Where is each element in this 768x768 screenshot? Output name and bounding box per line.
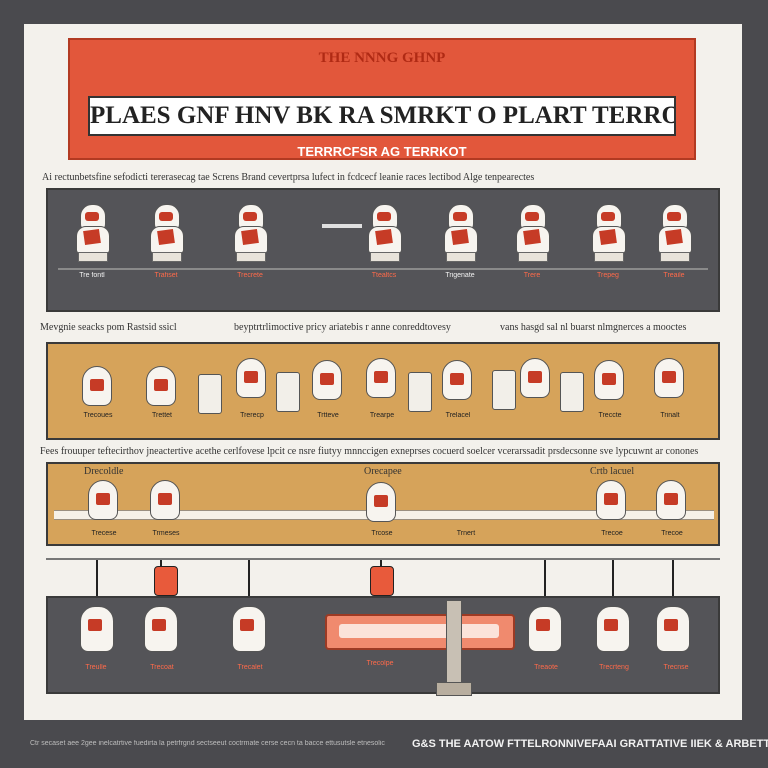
pod-4-4 (528, 606, 562, 652)
wire-6 (612, 560, 614, 602)
panel-row-1-rail (58, 268, 708, 270)
pod-2-3 (236, 358, 266, 398)
device-icon-2 (370, 566, 394, 596)
title-banner: THE NNNG GHNP PLAES GNF HNV BK RA SMRKT … (68, 38, 696, 160)
pod-2-4 (312, 360, 342, 400)
pod-3-3 (366, 482, 396, 522)
label-2-4: Trtteve (317, 412, 339, 419)
label-3-2: Trmeses (152, 530, 180, 537)
label-3-6: Trecoe (661, 530, 683, 537)
figure-1-4 (364, 204, 404, 268)
label-2-6: Trelacel (445, 412, 471, 419)
figure-1-7 (588, 204, 628, 268)
label-1-1: Tre fontl (79, 272, 105, 279)
banner-subtitle: TERRRCFSR AG TERRKOT (297, 144, 467, 159)
label-4-7: Trecnse (663, 664, 689, 671)
label-2-2: Trettet (152, 412, 172, 419)
pod-4-2 (144, 606, 178, 652)
label-4-4: Trecolpe (366, 660, 394, 667)
label-4-1: Treulle (85, 664, 107, 671)
wire-1 (96, 560, 98, 602)
caption-row-2-right: vans hasgd sal nl buarst nlmgnerces a mo… (500, 322, 687, 333)
pod-4-6 (656, 606, 690, 652)
label-3-3: Trcose (371, 530, 393, 537)
card-2-e (560, 372, 584, 412)
card-2-b (276, 372, 300, 412)
card-2-d (492, 370, 516, 410)
figure-1-6 (512, 204, 552, 268)
card-2-c (408, 372, 432, 412)
wire-3 (248, 560, 250, 602)
pod-3-5 (656, 480, 686, 520)
figure-1-5 (440, 204, 480, 268)
device-icon-1 (154, 566, 178, 596)
label-1-3: Trecrete (237, 272, 263, 279)
label-1-4: Ttealtcs (371, 272, 397, 279)
hanging-rail (46, 558, 720, 560)
pod-4-3 (232, 606, 266, 652)
label-1-7: Trepeg (597, 272, 619, 279)
caption-row-2-left: Mevgnie seacks pom Rastsid ssicl (40, 322, 177, 333)
figure-1-8 (654, 204, 694, 268)
syringe-icon (322, 224, 362, 228)
caption-row-3: Fees frouuper teftecirthov jneactertive … (40, 446, 699, 457)
card-2-a (198, 374, 222, 414)
banner-top-text: THE NNNG GHNP (318, 50, 446, 66)
figure-1-2 (146, 204, 186, 268)
wire-7 (672, 560, 674, 602)
pod-3-4 (596, 480, 626, 520)
label-4-5: Treaote (534, 664, 558, 671)
banner-main-title: PLAES GNF HNV BK RA SMRKT O PLART TERROP… (88, 96, 676, 136)
pod-2-6 (442, 360, 472, 400)
row-3-tag-right: Crtb lacuel (590, 466, 635, 477)
pod-2-9 (654, 358, 684, 398)
pod-3-1 (88, 480, 118, 520)
caption-row-1: Ai rectunbetsfine sefodicti tererasecag … (42, 172, 535, 183)
row-3-tag-mid: Orecapee (364, 466, 402, 477)
label-1-2: Trafiset (154, 272, 178, 279)
pod-4-1 (80, 606, 114, 652)
label-3-1: Trecese (91, 530, 117, 537)
pillar-base (436, 682, 472, 696)
pod-2-5 (366, 358, 396, 398)
label-3-4: Trnert (456, 530, 476, 537)
pod-2-1 (82, 366, 112, 406)
pod-3-2 (150, 480, 180, 520)
label-2-8: Trinalt (660, 412, 680, 419)
label-2-3: Trerecp (240, 412, 264, 419)
label-2-7: Treccte (598, 412, 622, 419)
label-1-6: Trere (523, 272, 541, 279)
label-2-1: Trecoues (83, 412, 113, 419)
label-4-2: Trecoat (150, 664, 174, 671)
pod-2-2 (146, 366, 176, 406)
label-2-5: Trearpe (369, 412, 395, 419)
label-4-3: Trecalet (237, 664, 263, 671)
examination-table (325, 614, 515, 650)
footer-fine-print: Ctr secaset aee 2gee inelcatrtive fuedir… (30, 740, 385, 747)
figure-1-1 (72, 204, 112, 268)
pod-2-7 (520, 358, 550, 398)
pod-4-5 (596, 606, 630, 652)
label-1-5: Trigenate (445, 272, 475, 279)
caption-row-2-mid: beyptrtrlimoctive pricy ariatebis r anne… (234, 322, 451, 333)
footer-credit: G&S THE AATOW FTTELRONNIVEFAAI GRATTATIV… (412, 738, 768, 750)
label-1-8: Treaile (663, 272, 685, 279)
pod-2-8 (594, 360, 624, 400)
pillar (446, 600, 462, 694)
wire-5 (544, 560, 546, 602)
label-3-5: Trecoe (601, 530, 623, 537)
label-4-6: Trecrteng (599, 664, 629, 671)
row-3-tag-left: Drecoldle (84, 466, 124, 477)
figure-1-3 (230, 204, 270, 268)
